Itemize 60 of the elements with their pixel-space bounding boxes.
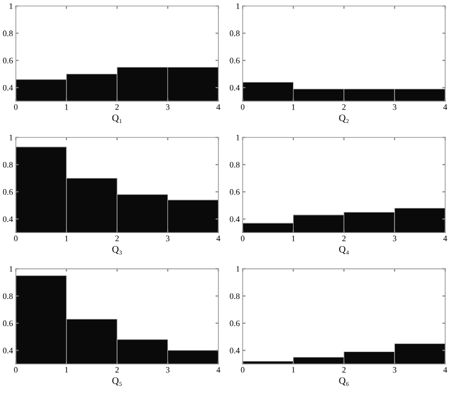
- x-tick-label: 2: [342, 236, 346, 242]
- x-tick-label: 4: [216, 104, 220, 110]
- x-tick-label: 1: [292, 367, 295, 373]
- x-tick-label: 2: [342, 104, 346, 110]
- y-tick-label: 0.6: [2, 189, 13, 195]
- y-tick-label: 0.6: [230, 58, 240, 64]
- y-tick-label: 0.6: [230, 189, 240, 195]
- x-axis-title: Q₂: [339, 114, 349, 124]
- x-tick-label: 1: [65, 236, 68, 242]
- x-tick-label: 3: [392, 236, 396, 242]
- x-tick-label: 3: [166, 236, 170, 242]
- y-tick-label: 0.4: [230, 84, 240, 91]
- x-tick-label: 2: [115, 104, 119, 110]
- y-tick-label: 1: [10, 3, 13, 9]
- x-tick-label: 4: [443, 236, 448, 242]
- y-tick-label: 0.4: [230, 348, 240, 354]
- x-tick-label: 2: [115, 367, 119, 373]
- y-tick-label: 0.4: [2, 84, 13, 91]
- x-tick-label: 1: [65, 367, 68, 373]
- x-tick-label: 1: [292, 104, 295, 110]
- x-tick-label: 2: [115, 236, 119, 242]
- y-tick-label: 0.6: [2, 58, 13, 64]
- y-tick-label: 1: [236, 266, 240, 272]
- y-tick-label: 0.6: [230, 320, 240, 326]
- y-tick-label: 1: [236, 3, 240, 9]
- x-tick-label: 0: [240, 367, 244, 373]
- y-tick-label: 0.8: [2, 30, 13, 36]
- x-tick-label: 0: [14, 236, 18, 242]
- y-tick-label: 0.8: [230, 293, 240, 299]
- y-tick-label: 0.6: [2, 320, 13, 326]
- y-tick-label: 0.4: [2, 348, 13, 354]
- y-tick-label: 0.4: [2, 216, 13, 222]
- x-tick-label: 3: [166, 367, 170, 373]
- x-tick-label: 3: [392, 367, 396, 373]
- y-tick-label: 0.8: [2, 293, 13, 299]
- x-tick-label: 3: [392, 104, 396, 110]
- x-axis-title: Q₁: [112, 114, 122, 124]
- x-tick-label: 2: [342, 367, 346, 373]
- x-tick-label: 3: [166, 104, 170, 110]
- x-tick-label: 4: [443, 367, 448, 373]
- y-tick-label: 0.8: [230, 162, 240, 168]
- y-tick-label: 0.8: [2, 162, 13, 168]
- y-tick-label: 1: [10, 266, 13, 272]
- y-tick-label: 1: [10, 134, 13, 140]
- x-tick-label: 4: [216, 236, 220, 242]
- y-tick-label: 1: [236, 134, 240, 140]
- x-axis-title: Q₄: [339, 246, 349, 254]
- x-axis-title: Q₆: [339, 377, 349, 386]
- x-tick-label: 0: [240, 104, 244, 110]
- y-tick-label: 0.8: [230, 30, 240, 36]
- x-tick-label: 4: [216, 367, 220, 373]
- x-tick-label: 1: [65, 104, 68, 110]
- x-tick-label: 0: [14, 104, 18, 110]
- x-axis-title: Q₃: [112, 246, 122, 254]
- x-axis-title: Q₅: [112, 377, 122, 386]
- y-tick-label: 0.4: [230, 216, 240, 222]
- x-tick-label: 1: [292, 236, 295, 242]
- x-tick-label: 0: [14, 367, 18, 373]
- x-tick-label: 0: [240, 236, 244, 242]
- x-tick-label: 4: [443, 104, 448, 110]
